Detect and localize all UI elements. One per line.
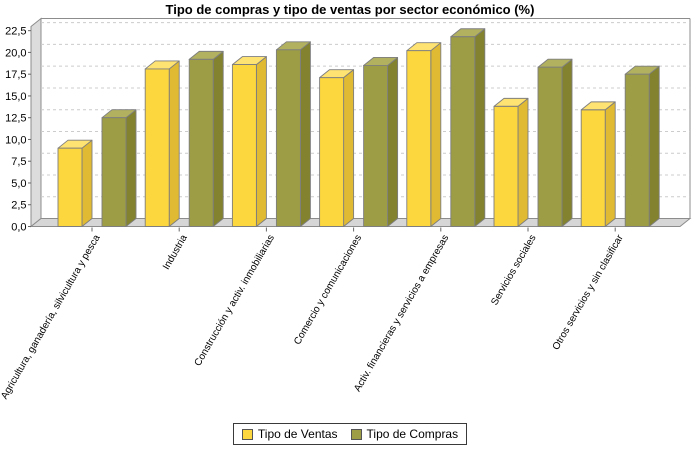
bar-side-face xyxy=(212,50,224,227)
bar-side-face xyxy=(299,41,311,227)
bar-group-compras-0 xyxy=(101,109,137,227)
bar-front-face xyxy=(363,65,389,227)
bar-group-ventas-0 xyxy=(57,139,93,227)
bar-side-face xyxy=(343,69,355,227)
category-label: Industria xyxy=(161,233,190,272)
bar-front-face xyxy=(57,147,83,227)
y-axis-tick-label: 12,5 xyxy=(5,113,26,125)
legend-label-compras: Tipo de Compras xyxy=(366,427,459,441)
category-label: Otros servicios y sin clasificar xyxy=(551,232,626,352)
bar-front-face xyxy=(188,58,214,227)
bar-front-face xyxy=(624,73,650,227)
category-label: Comercio y comunicaciones xyxy=(292,233,364,347)
bar-front-face xyxy=(144,68,170,227)
bar-group-ventas-6 xyxy=(580,101,616,227)
bar-front-face xyxy=(231,64,257,227)
legend-label-ventas: Tipo de Ventas xyxy=(257,427,338,441)
bar-front-face xyxy=(450,36,476,227)
bar-side-face xyxy=(604,101,616,227)
bar-front-face xyxy=(101,117,127,227)
bar-side-face xyxy=(255,56,267,227)
category-label: Construcción y activ. inmobiliarias xyxy=(193,233,277,368)
bar-group-compras-2 xyxy=(275,41,311,227)
legend: Tipo de Ventas Tipo de Compras xyxy=(0,423,700,445)
bar-side-face xyxy=(81,139,93,227)
y-axis-tick-label: 5,0 xyxy=(11,178,26,190)
bar-group-compras-3 xyxy=(363,57,399,227)
bar-front-face xyxy=(406,50,432,227)
bar-group-ventas-4 xyxy=(406,42,442,227)
bar-group-ventas-5 xyxy=(493,97,529,227)
legend-item-ventas: Tipo de Ventas xyxy=(241,427,338,441)
bar-side-face xyxy=(517,97,529,227)
bar-side-face xyxy=(561,58,573,227)
bar-side-face xyxy=(474,28,486,227)
bar-group-ventas-3 xyxy=(319,69,355,227)
chart-title: Tipo de compras y tipo de ventas por sec… xyxy=(165,2,535,17)
bar-side-face xyxy=(648,65,660,227)
bar-front-face xyxy=(275,49,301,227)
legend-swatch-compras xyxy=(350,428,362,440)
bar-side-face xyxy=(430,42,442,227)
legend-swatch-ventas xyxy=(241,428,253,440)
bar-group-compras-1 xyxy=(188,50,224,227)
y-axis-tick-label: 7,5 xyxy=(11,156,26,168)
bar-group-ventas-1 xyxy=(144,60,180,227)
category-label: Agricultura, ganadería, silvicultura y p… xyxy=(0,233,103,402)
y-axis-tick-label: 15,0 xyxy=(5,91,26,103)
y-axis-tick-label: 20,0 xyxy=(5,47,26,59)
bar-front-face xyxy=(319,77,345,227)
y-axis-tick-label: 22,5 xyxy=(5,26,26,38)
bar-front-face xyxy=(580,109,606,227)
category-label: Activ. financieras y servicios a empresa… xyxy=(352,233,451,394)
y-axis-tick-label: 10,0 xyxy=(5,134,26,146)
bar-group-compras-4 xyxy=(450,28,486,227)
y-axis-tick-label: 0,0 xyxy=(11,222,26,234)
left-wall-3d xyxy=(30,17,42,228)
bar-group-compras-5 xyxy=(537,58,573,227)
bar-group-compras-6 xyxy=(624,65,660,227)
y-axis-tick-label: 2,5 xyxy=(11,200,26,212)
bar-front-face xyxy=(493,105,519,227)
bar-side-face xyxy=(387,57,399,227)
bar-group-ventas-2 xyxy=(231,56,267,227)
bar-side-face xyxy=(168,60,180,227)
bar-front-face xyxy=(537,66,563,227)
bar-side-face xyxy=(125,109,137,227)
legend-box: Tipo de Ventas Tipo de Compras xyxy=(232,423,468,445)
category-label: Servicios sociales xyxy=(489,233,538,307)
legend-item-compras: Tipo de Compras xyxy=(350,427,459,441)
y-axis-tick-label: 17,5 xyxy=(5,69,26,81)
